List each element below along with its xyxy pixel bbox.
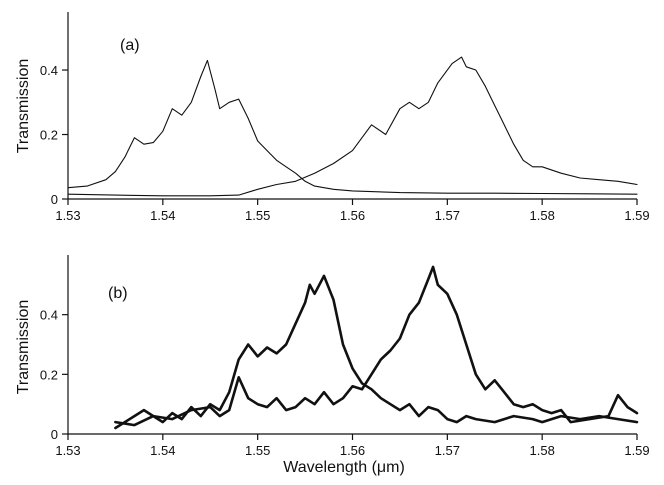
panel-b-x-tick-label: 1.55 xyxy=(245,443,270,458)
panel-b-ylabel: Transmission xyxy=(15,300,32,395)
panel-a-x-tick-label: 1.54 xyxy=(150,208,175,223)
panel-b-xlabel: Wavelength (μm) xyxy=(283,459,405,476)
panel-b-y-ticks: 0 0.2 0.4 xyxy=(40,308,68,442)
panel-a-x-ticks: 1.53 1.54 1.55 1.56 1.57 1.58 1.59 xyxy=(55,199,650,223)
panel-a: (a) Transmission 1.53 1.54 1.55 1.56 1.57 1.5… xyxy=(15,12,650,223)
panel-a-x-tick-label: 1.53 xyxy=(55,208,80,223)
panel-b-x-tick-label: 1.56 xyxy=(340,443,365,458)
panel-b-series-group xyxy=(114,265,639,430)
panel-b-y-tick-label: 0.4 xyxy=(40,308,58,323)
panel-b-x-ticks: 1.53 1.54 1.55 1.56 1.57 1.58 1.59 xyxy=(55,434,650,458)
panel-b-x-tick-label: 1.58 xyxy=(530,443,555,458)
panel-a-x-tick-label: 1.56 xyxy=(340,208,365,223)
panel-a-ylabel: Transmission xyxy=(15,59,32,154)
panel-b-x-tick-label: 1.57 xyxy=(435,443,460,458)
panel-b-x-tick-label: 1.53 xyxy=(55,443,80,458)
panel-a-x-tick-label: 1.59 xyxy=(624,208,649,223)
panel-b-series-2-line xyxy=(114,265,639,427)
panel-a-y-tick-label: 0.2 xyxy=(40,128,58,143)
panel-b: (b) Transmission 1.53 1.54 1.55 1.56 1.57 1.5… xyxy=(15,255,650,476)
panel-b-series-1-line xyxy=(114,274,639,430)
panel-b-y-tick-label: 0.2 xyxy=(40,367,58,382)
panel-b-x-tick-label: 1.59 xyxy=(624,443,649,458)
panel-a-series-1-line xyxy=(67,59,638,195)
panel-a-y-tick-label: 0 xyxy=(51,192,58,207)
panel-a-series-group xyxy=(67,56,638,197)
panel-a-label: (a) xyxy=(120,37,140,54)
panel-a-y-tick-label: 0.4 xyxy=(40,63,58,78)
panel-a-x-tick-label: 1.55 xyxy=(245,208,270,223)
panel-b-y-tick-label: 0 xyxy=(51,427,58,442)
panel-b-label: (b) xyxy=(108,285,128,302)
panel-a-series-2-line xyxy=(67,56,638,197)
panel-a-x-tick-label: 1.58 xyxy=(530,208,555,223)
panel-b-x-tick-label: 1.54 xyxy=(150,443,175,458)
panel-a-y-ticks: 0 0.2 0.4 xyxy=(40,63,68,207)
panel-a-x-tick-label: 1.57 xyxy=(435,208,460,223)
